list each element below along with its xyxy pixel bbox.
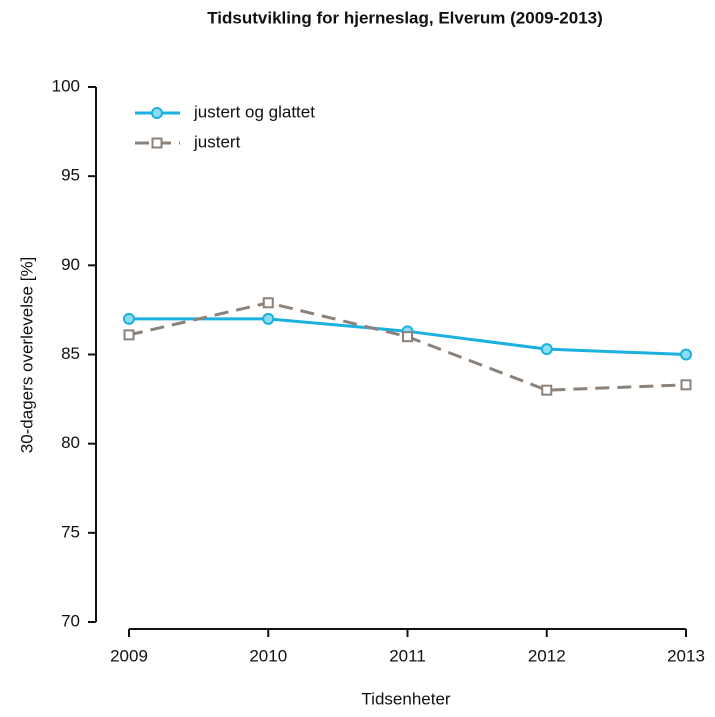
legend-label: justert <box>193 132 241 151</box>
legend-marker <box>151 107 163 119</box>
data-point <box>541 384 553 396</box>
y-tick-label: 80 <box>61 433 80 452</box>
y-tick-label: 95 <box>61 166 80 185</box>
legend-label: justert og glattet <box>193 102 315 121</box>
data-point <box>123 329 135 341</box>
y-axis-label: 30-dagers overlevelse [%] <box>17 257 36 454</box>
data-point <box>680 348 692 361</box>
series-line <box>128 301 687 392</box>
data-point <box>262 312 275 325</box>
y-tick-label: 75 <box>61 522 80 541</box>
data-point <box>680 379 692 391</box>
x-tick-label: 2009 <box>110 646 148 665</box>
legend-marker <box>151 137 163 149</box>
y-tick-label: 100 <box>52 76 80 95</box>
y-tick-label: 85 <box>61 344 80 363</box>
x-tick-label: 2011 <box>389 646 426 665</box>
chart-title: Tidsutvikling for hjerneslag, Elverum (2… <box>207 8 603 27</box>
data-point <box>262 297 274 309</box>
data-point <box>402 331 413 343</box>
y-tick-label: 90 <box>61 255 80 274</box>
x-tick-label: 2012 <box>528 646 566 665</box>
data-point <box>123 312 135 325</box>
x-tick-label: 2013 <box>667 646 705 665</box>
x-axis-label: Tidsenheter <box>361 689 450 708</box>
data-point <box>540 343 553 356</box>
y-tick-label: 70 <box>61 611 80 630</box>
x-tick-label: 2010 <box>249 646 287 665</box>
